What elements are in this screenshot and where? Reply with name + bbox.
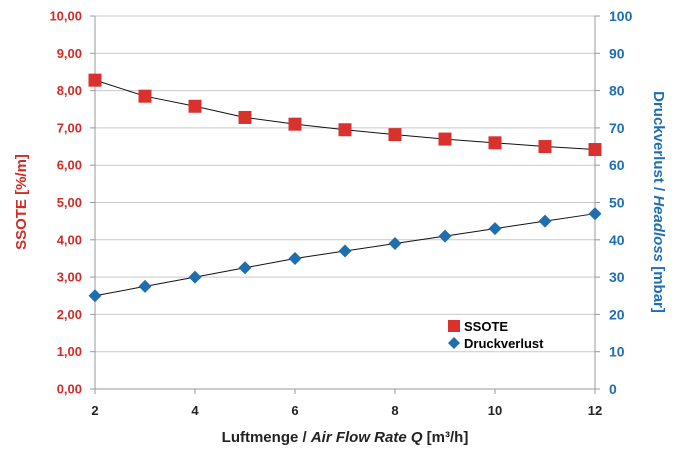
y-left-tick-label: 6,00	[57, 158, 82, 173]
right-axis-ticks: 0 10 20 30 40 50 60 70 80 90 100	[609, 8, 633, 397]
left-axis-ticks: 0,00 1,00 2,00 3,00 4,00 5,00 6,00 7,00 8,00 9,00…	[49, 9, 82, 397]
druckverlust-point	[138, 279, 152, 293]
legend-label-ssote: SSOTE	[464, 319, 508, 334]
x-tick-label: 6	[291, 403, 298, 418]
ssote-point	[488, 136, 502, 150]
ssote-point	[388, 128, 402, 142]
y-left-tick-label: 7,00	[57, 120, 82, 135]
y-right-tick-label: 100	[609, 8, 633, 24]
ssote-point	[538, 140, 552, 154]
x-axis-ticks: 2 4 6 8 10 12	[91, 403, 602, 418]
x-tick-label: 4	[191, 403, 199, 418]
y-left-tick-label: 0,00	[57, 382, 82, 397]
y-right-tick-label: 60	[609, 157, 625, 173]
y-right-tick-label: 10	[609, 344, 625, 360]
y-left-tick-label: 10,00	[49, 9, 82, 24]
druckverlust-point	[238, 261, 252, 275]
y-left-tick-label: 5,00	[57, 195, 82, 210]
druckverlust-point	[338, 244, 352, 258]
y-right-tick-label: 20	[609, 306, 625, 322]
ssote-point	[238, 110, 252, 124]
y-right-tick-label: 80	[609, 83, 625, 99]
y-left-tick-label: 9,00	[57, 46, 82, 61]
ssote-point	[88, 73, 102, 87]
ssote-point	[338, 123, 352, 137]
series-lines	[94, 79, 596, 297]
y-right-tick-label: 0	[609, 381, 617, 397]
y-right-tick-label: 70	[609, 120, 625, 136]
druckverlust-point	[388, 237, 402, 251]
druckverlust-point	[488, 222, 502, 236]
x-tick-label: 12	[588, 403, 602, 418]
ssote-point	[188, 99, 202, 113]
gridlines	[95, 15, 595, 390]
druckverlust-point	[588, 207, 602, 221]
druckverlust-point	[438, 229, 452, 243]
y-left-tick-label: 2,00	[57, 307, 82, 322]
y-right-tick-label: 30	[609, 269, 625, 285]
x-tick-label: 8	[391, 403, 398, 418]
series-markers	[88, 73, 602, 303]
x-tick-label: 2	[91, 403, 98, 418]
druckverlust-point	[538, 214, 552, 228]
y-right-tick-label: 40	[609, 232, 625, 248]
ssote-point	[588, 143, 602, 157]
legend-marker-ssote	[448, 320, 460, 332]
x-axis-title: Luftmenge / Air Flow Rate Q [m³/h]	[222, 429, 469, 446]
druckverlust-point	[88, 289, 102, 303]
ssote-point	[438, 132, 452, 146]
druckverlust-point	[288, 251, 302, 265]
y-left-tick-label: 1,00	[57, 344, 82, 359]
ssote-point	[288, 117, 302, 131]
x-tick-label: 10	[488, 403, 502, 418]
y-right-tick-label: 50	[609, 195, 625, 211]
left-y-axis-title: SSOTE [%/m]	[13, 154, 30, 250]
druckverlust-point	[188, 270, 202, 284]
right-y-axis-title: Druckverlust / Headloss [mbar]	[650, 91, 667, 313]
y-right-tick-label: 90	[609, 45, 625, 61]
y-left-tick-label: 3,00	[57, 270, 82, 285]
y-left-tick-label: 4,00	[57, 232, 82, 247]
legend-label-druckverlust: Druckverlust	[464, 336, 544, 351]
y-left-tick-label: 8,00	[57, 83, 82, 98]
legend: SSOTE Druckverlust	[448, 319, 544, 351]
legend-marker-druckverlust	[448, 337, 460, 349]
ssote-point	[138, 89, 152, 103]
